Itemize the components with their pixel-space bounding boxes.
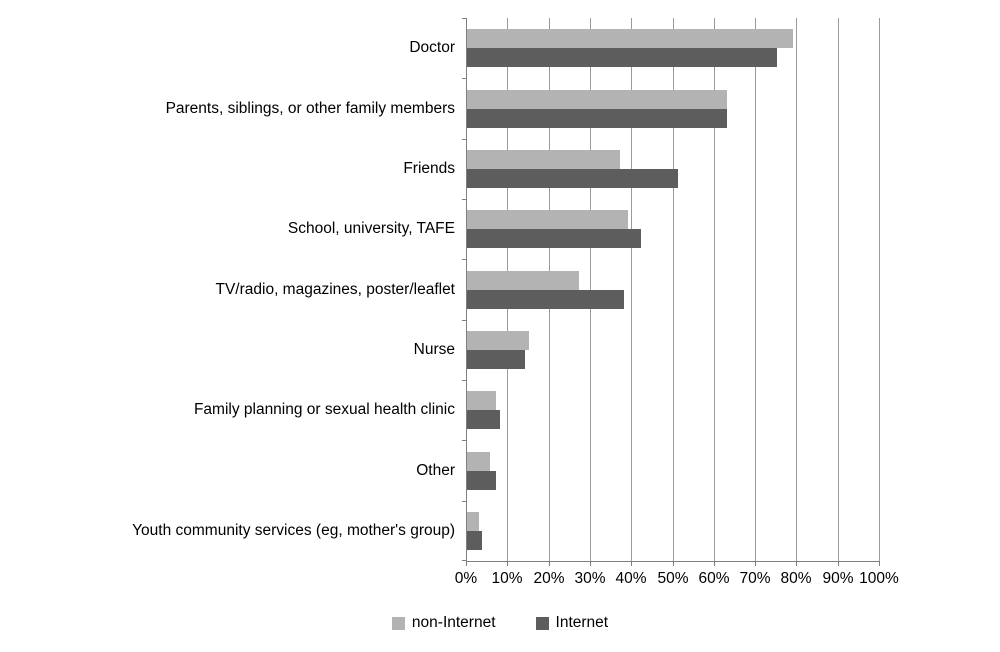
legend-swatch	[535, 616, 549, 630]
x-axis-tick	[466, 561, 467, 566]
x-axis-tick-label: 20%	[533, 570, 565, 587]
plot-area	[462, 18, 880, 566]
y-axis-tick	[462, 560, 467, 561]
bar-non-internet	[467, 210, 629, 229]
gridline	[590, 18, 591, 561]
bar-internet	[467, 350, 525, 369]
gridline	[755, 18, 756, 561]
x-axis-tick	[879, 561, 880, 566]
y-axis-tick	[462, 78, 467, 79]
gridline	[879, 18, 880, 561]
bar-non-internet	[467, 90, 728, 109]
x-axis-tick-label: 40%	[615, 570, 647, 587]
category-label: Parents, siblings, or other family membe…	[165, 99, 455, 117]
bar-non-internet	[467, 331, 529, 350]
category-label: TV/radio, magazines, poster/leaflet	[215, 280, 455, 298]
bar-internet	[467, 290, 624, 309]
category-label: Family planning or sexual health clinic	[193, 401, 455, 419]
x-axis-tick	[838, 561, 839, 566]
x-axis-tick	[796, 561, 797, 566]
bar-internet	[467, 48, 777, 67]
gridline	[838, 18, 839, 561]
category-label: Other	[416, 461, 455, 479]
bar-non-internet	[467, 29, 794, 48]
x-axis-tick-label: 100%	[859, 570, 899, 587]
x-axis-tick-label: 70%	[739, 570, 771, 587]
bar-non-internet	[467, 452, 490, 471]
bar-internet	[467, 169, 678, 188]
x-axis-tick-label: 80%	[780, 570, 812, 587]
category-label: School, university, TAFE	[287, 220, 455, 238]
x-axis-tick-label: 10%	[491, 570, 523, 587]
y-axis-tick	[462, 259, 467, 260]
x-axis-tick	[673, 561, 674, 566]
x-axis-tick-label: 50%	[657, 570, 689, 587]
y-axis-tick	[462, 380, 467, 381]
bar-non-internet	[467, 271, 579, 290]
bar-internet	[467, 410, 500, 429]
gridline	[796, 18, 797, 561]
x-axis-tick	[549, 561, 550, 566]
y-axis-tick	[462, 139, 467, 140]
bar-non-internet	[467, 512, 480, 531]
x-axis-tick	[631, 561, 632, 566]
x-axis-tick	[714, 561, 715, 566]
x-axis-tick-label: 0%	[454, 570, 478, 587]
y-axis-tick	[462, 199, 467, 200]
legend-item-non-internet: non-Internet	[391, 614, 496, 632]
gridline	[714, 18, 715, 561]
y-axis-tick	[462, 501, 467, 502]
legend-swatch	[391, 616, 405, 630]
x-axis-tick	[755, 561, 756, 566]
gridline	[631, 18, 632, 561]
bar-non-internet	[467, 150, 620, 169]
y-axis-tick	[462, 440, 467, 441]
x-axis-tick	[507, 561, 508, 566]
legend-label: Internet	[555, 614, 609, 631]
bar-internet	[467, 109, 728, 128]
x-axis-tick	[590, 561, 591, 566]
y-axis-tick	[462, 18, 467, 19]
category-label: Nurse	[413, 340, 455, 358]
legend-label: non-Internet	[411, 614, 496, 631]
bar-internet	[467, 531, 482, 550]
gridline	[673, 18, 674, 561]
category-label: Youth community services (eg, mother's g…	[132, 521, 455, 539]
bar-internet	[467, 471, 496, 490]
chart-legend: non-Internet Internet	[0, 611, 1000, 635]
x-axis-tick-label: 90%	[822, 570, 854, 587]
x-axis-tick-label: 60%	[698, 570, 730, 587]
category-label: Doctor	[409, 39, 455, 57]
x-axis-tick-label: 30%	[574, 570, 606, 587]
bar-internet	[467, 229, 641, 248]
bar-non-internet	[467, 391, 496, 410]
legend-item-internet: Internet	[535, 614, 609, 632]
category-label: Friends	[403, 159, 455, 177]
y-axis-tick	[462, 320, 467, 321]
